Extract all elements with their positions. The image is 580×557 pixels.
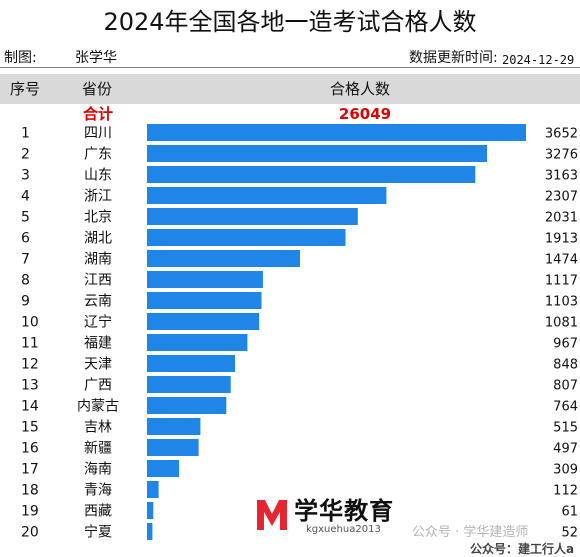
province-label: 青海	[84, 483, 112, 499]
header-count: 合格人数	[330, 80, 391, 98]
bar	[147, 376, 231, 393]
header-rank: 序号	[10, 80, 41, 98]
province-label: 山东	[84, 168, 112, 184]
bar	[147, 397, 227, 414]
value-label: 3163	[545, 169, 578, 184]
province-label: 天津	[84, 357, 112, 373]
province-label: 云南	[84, 294, 112, 310]
rank-label: 4	[21, 189, 30, 205]
watermark-official-account: 公众号 · 学华建造师	[412, 525, 529, 540]
rank-label: 11	[21, 336, 39, 352]
watermark-official-account-2: 公众号：建工行人a	[470, 542, 575, 556]
rank-label: 15	[21, 420, 39, 436]
province-label: 江西	[84, 273, 112, 289]
value-label: 1913	[545, 232, 578, 247]
bar	[147, 166, 476, 183]
value-label: 2307	[545, 190, 578, 205]
value-label: 1117	[545, 274, 578, 289]
bar	[147, 334, 248, 351]
rank-label: 19	[21, 504, 39, 520]
rank-label: 13	[21, 378, 39, 394]
value-label: 3652	[545, 127, 578, 142]
value-label: 848	[553, 358, 578, 373]
value-label: 497	[553, 442, 578, 457]
bar	[147, 229, 346, 246]
top-rule	[0, 67, 580, 68]
province-label: 福建	[84, 336, 112, 352]
province-label: 湖南	[84, 252, 112, 268]
province-label: 浙江	[84, 189, 112, 205]
value-label: 1474	[545, 253, 578, 268]
bar	[147, 187, 387, 204]
value-label: 3276	[545, 148, 578, 163]
bar	[147, 481, 159, 498]
province-label: 内蒙古	[77, 399, 119, 415]
rank-label: 6	[21, 231, 30, 247]
watermark-logo: 学华教育	[255, 491, 394, 532]
bar	[147, 124, 526, 141]
value-label: 61	[561, 505, 578, 520]
rank-label: 5	[21, 210, 30, 226]
rank-label: 18	[21, 483, 39, 499]
watermark-url: kgxuehua2013	[306, 524, 381, 535]
total-value: 26049	[338, 105, 392, 123]
bar	[147, 313, 260, 330]
province-label: 北京	[84, 210, 112, 226]
value-label: 1103	[545, 295, 578, 310]
value-label: 52	[561, 526, 578, 541]
value-label: 764	[553, 400, 578, 415]
rank-label: 12	[21, 357, 39, 373]
value-label: 807	[553, 379, 578, 394]
rank-label: 16	[21, 441, 39, 457]
value-label: 2031	[545, 211, 578, 226]
bar	[147, 439, 199, 456]
province-label: 宁夏	[84, 524, 112, 541]
province-label: 海南	[84, 462, 112, 478]
chart-title: 2024年全国各地一造考试合格人数	[103, 8, 477, 36]
bar	[147, 208, 358, 225]
province-label: 新疆	[84, 441, 112, 457]
value-label: 515	[553, 421, 578, 436]
province-label: 广东	[84, 147, 112, 163]
rank-label: 3	[21, 168, 30, 184]
rank-label: 10	[21, 315, 39, 331]
update-date: 2024-12-29	[502, 53, 575, 67]
value-label: 112	[553, 484, 578, 499]
province-label: 辽宁	[84, 314, 112, 331]
rank-label: 8	[21, 273, 30, 289]
maker-name: 张学华	[75, 50, 117, 66]
update-label: 数据更新时间:	[409, 50, 498, 66]
bar	[147, 292, 262, 309]
total-label: 合计	[82, 105, 113, 123]
table-header	[0, 74, 580, 104]
value-label: 1081	[545, 316, 578, 331]
rank-label: 7	[21, 252, 30, 268]
rank-label: 9	[21, 294, 30, 310]
rank-label: 2	[21, 147, 30, 163]
bar	[147, 418, 201, 435]
bar	[147, 355, 235, 372]
province-label: 广西	[84, 378, 112, 394]
bar	[147, 271, 263, 288]
province-label: 四川	[84, 126, 112, 142]
bar	[147, 502, 154, 519]
rank-label: 17	[21, 462, 39, 478]
maker-label: 制图:	[4, 50, 37, 66]
watermark-brand: 学华教育	[294, 497, 395, 525]
bar	[147, 523, 153, 540]
province-label: 湖北	[84, 231, 112, 247]
value-label: 309	[553, 463, 578, 478]
bar	[147, 460, 180, 477]
bar	[147, 145, 487, 162]
value-label: 967	[553, 337, 578, 352]
province-label: 吉林	[84, 420, 112, 436]
xuehua-logo-icon	[257, 499, 287, 530]
bar	[147, 250, 300, 267]
rank-label: 1	[21, 126, 30, 142]
rank-label: 20	[21, 525, 39, 541]
header-province: 省份	[82, 80, 113, 98]
rank-label: 14	[21, 399, 39, 415]
province-label: 西藏	[84, 504, 112, 520]
